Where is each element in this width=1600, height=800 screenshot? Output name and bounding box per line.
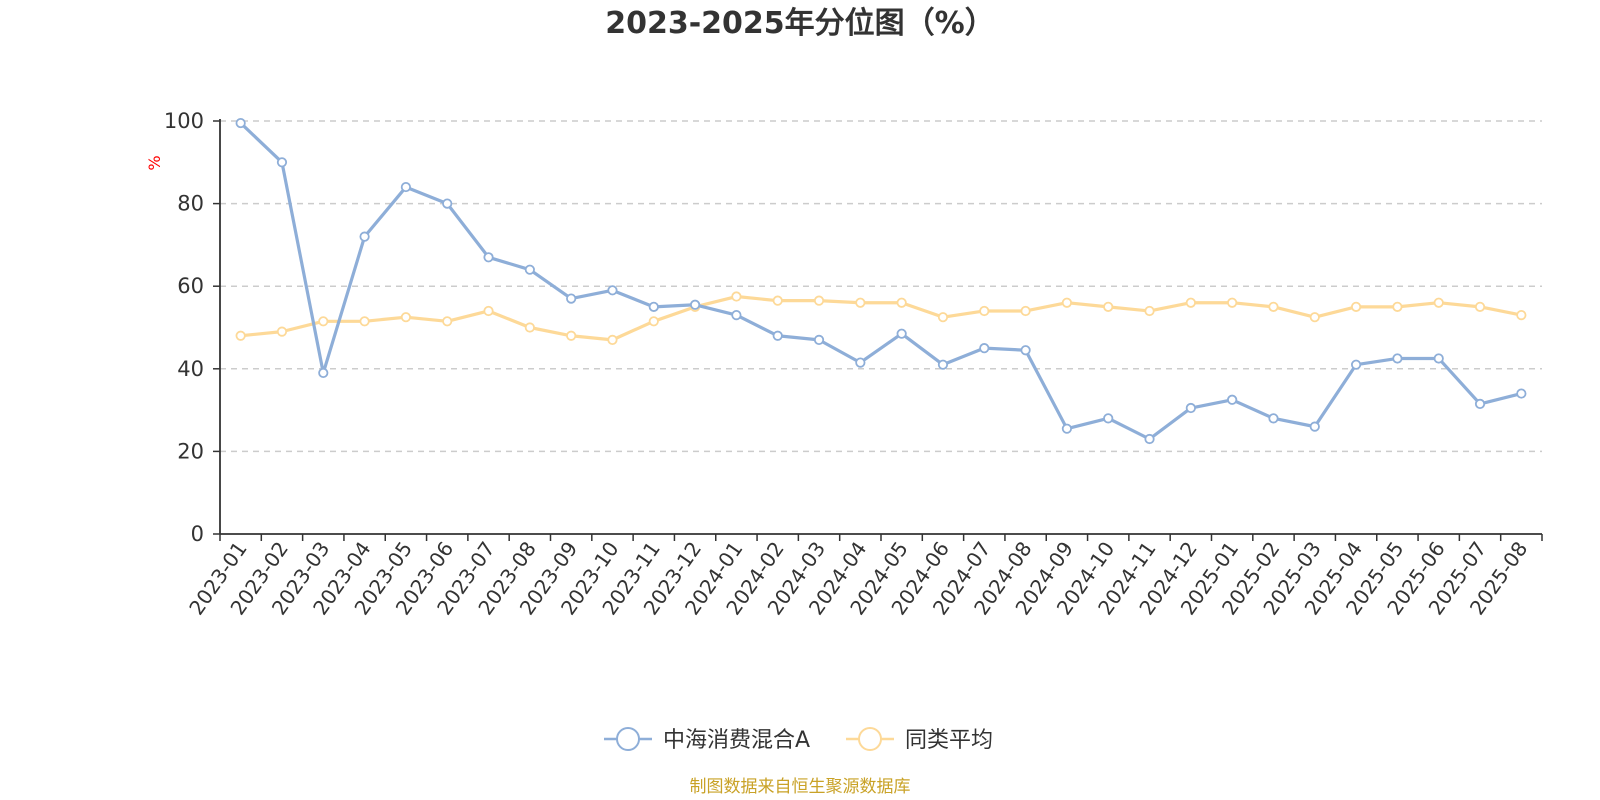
data-point [1061, 297, 1073, 308]
data-point [731, 291, 742, 302]
data-point [772, 295, 783, 306]
data-point [1144, 433, 1155, 445]
data-point [1268, 301, 1279, 312]
data-point [1268, 413, 1279, 424]
legend[interactable]: 中海消费混合A 同类平均 [604, 727, 993, 753]
chart-title: 2023-2025年分位图（%） [605, 6, 995, 41]
grid-lines [220, 120, 1542, 453]
data-point [1227, 394, 1238, 405]
axes [213, 119, 1543, 541]
series-lines [235, 117, 1527, 445]
data-point [566, 330, 577, 341]
y-tick-label: 80 [177, 192, 204, 216]
data-point [1020, 345, 1031, 356]
y-tick-label: 20 [177, 439, 204, 463]
data-point [813, 334, 825, 345]
data-point [1433, 353, 1444, 364]
data-point [689, 299, 701, 310]
data-point [855, 357, 866, 368]
data-point [648, 301, 659, 312]
data-point [607, 285, 618, 296]
x-tick-labels: 2023-012023-022023-032023-042023-052023-… [184, 537, 1532, 619]
data-point [1392, 301, 1403, 312]
data-point [937, 312, 949, 323]
data-point [855, 297, 866, 308]
legend-item-fund[interactable]: 中海消费混合A [604, 727, 810, 753]
legend-circle-symbol [616, 727, 640, 751]
data-point [1516, 310, 1527, 321]
data-point [1309, 312, 1320, 323]
data-point [400, 312, 412, 323]
data-point [1185, 402, 1196, 414]
data-point [979, 343, 990, 354]
data-point [1144, 305, 1155, 317]
data-point [235, 330, 246, 341]
data-point [772, 330, 783, 341]
data-point [483, 305, 494, 317]
data-point [524, 264, 535, 275]
data-point [276, 157, 288, 168]
data-point [896, 328, 907, 339]
data-point [979, 305, 990, 317]
data-point [1227, 297, 1238, 308]
data-point [318, 316, 329, 327]
data-point [359, 231, 370, 242]
data-point [1392, 353, 1403, 364]
data-point [1185, 297, 1196, 308]
legend-label: 中海消费混合A [663, 728, 810, 753]
y-tick-label: 40 [177, 357, 204, 381]
data-point [400, 181, 412, 193]
data-point [442, 198, 453, 209]
data-point [359, 316, 370, 327]
data-point [1309, 421, 1320, 432]
series-line [239, 121, 1522, 441]
data-point [1433, 297, 1444, 308]
legend-label: 同类平均 [905, 728, 993, 753]
y-tick-label: 0 [191, 522, 204, 546]
data-point [1474, 398, 1486, 410]
data-point [731, 310, 742, 321]
data-point [566, 293, 577, 304]
y-tick-label: 60 [177, 274, 204, 298]
data-point [442, 316, 453, 327]
data-point [1350, 359, 1362, 370]
y-axis-label: % [145, 155, 164, 170]
legend-circle-symbol [858, 727, 882, 751]
data-source-note: 制图数据来自恒生聚源数据库 [690, 777, 911, 797]
series-line [240, 294, 1522, 342]
data-point [318, 367, 329, 379]
data-point [648, 316, 659, 327]
data-point [524, 322, 535, 333]
data-point [483, 252, 494, 263]
data-point [1350, 301, 1362, 312]
y-tick-label: 100 [164, 109, 204, 133]
data-point [1061, 423, 1073, 434]
legend-item-peer-average[interactable]: 同类平均 [846, 727, 993, 753]
data-point [1474, 301, 1486, 312]
data-point [276, 326, 288, 337]
y-tick-labels: 0 20 40 60 80 100 [164, 109, 204, 546]
data-point [896, 297, 907, 308]
series-fund [235, 117, 1527, 445]
data-point [1103, 301, 1114, 312]
series-peer-average [235, 291, 1527, 345]
data-point [607, 334, 618, 345]
data-point [813, 295, 825, 306]
data-point [1516, 388, 1527, 399]
data-point [1020, 305, 1031, 317]
data-point [1103, 413, 1114, 424]
data-point [235, 117, 246, 129]
data-point [937, 359, 949, 370]
